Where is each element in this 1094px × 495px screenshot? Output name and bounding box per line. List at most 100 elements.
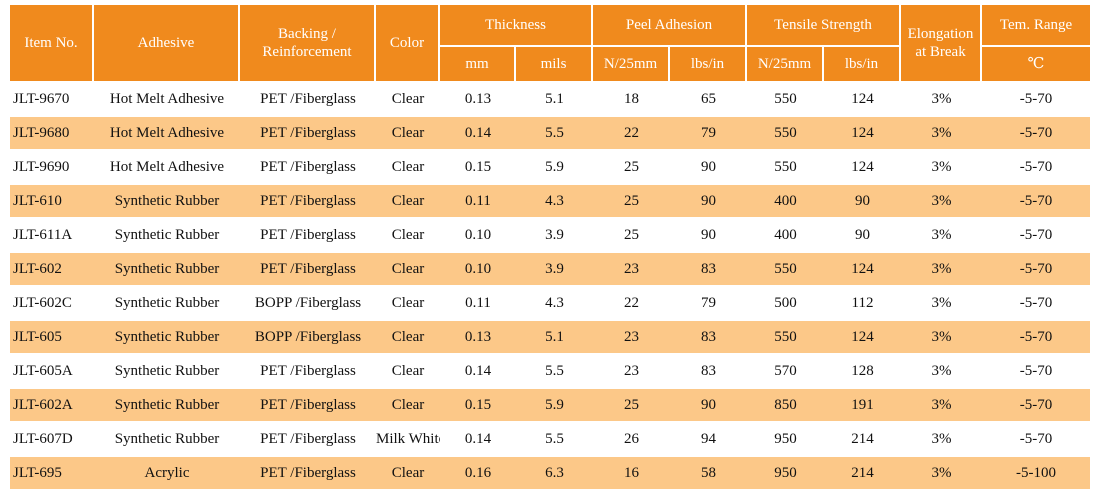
cell-color: Clear [376, 151, 440, 185]
cell-tensile-n25mm: 500 [747, 287, 825, 321]
cell-color: Clear [376, 457, 440, 491]
cell-thickness-mils: 5.9 [516, 389, 594, 423]
cell-color: Clear [376, 355, 440, 389]
cell-peel-lbsin: 90 [670, 389, 748, 423]
cell-backing: PET /Fiberglass [240, 185, 376, 219]
cell-peel-n25mm: 25 [593, 185, 671, 219]
cell-adhesive: Synthetic Rubber [94, 253, 240, 287]
cell-thickness-mils: 4.3 [516, 185, 594, 219]
cell-elongation: 3% [901, 253, 983, 287]
cell-elongation: 3% [901, 423, 983, 457]
cell-adhesive: Synthetic Rubber [94, 185, 240, 219]
cell-thickness-mm: 0.13 [440, 83, 516, 117]
cell-thickness-mils: 3.9 [516, 219, 594, 253]
table-row: JLT-602 Synthetic Rubber PET /Fiberglass Cl… [10, 253, 1091, 287]
header-elongation-line1: Elongation [907, 26, 974, 42]
cell-elongation: 3% [901, 117, 983, 151]
cell-backing: PET /Fiberglass [240, 151, 376, 185]
header-thickness-mm: mm [440, 47, 516, 83]
cell-color: Clear [376, 219, 440, 253]
cell-peel-lbsin: 83 [670, 355, 748, 389]
cell-thickness-mils: 3.9 [516, 253, 594, 287]
cell-item-no: JLT-611A [10, 219, 94, 253]
cell-thickness-mm: 0.14 [440, 423, 516, 457]
table-row: JLT-9680 Hot Melt Adhesive PET /Fiberglass… [10, 117, 1091, 151]
table-row: JLT-602A Synthetic Rubber PET /Fiberglass C… [10, 389, 1091, 423]
cell-peel-n25mm: 26 [593, 423, 671, 457]
cell-backing: PET /Fiberglass [240, 253, 376, 287]
table-row: JLT-605A Synthetic Rubber PET /Fiberglass C… [10, 355, 1091, 389]
cell-peel-lbsin: 90 [670, 185, 748, 219]
cell-thickness-mils: 5.1 [516, 321, 594, 355]
cell-peel-lbsin: 58 [670, 457, 748, 491]
cell-tensile-n25mm: 550 [747, 321, 825, 355]
cell-peel-n25mm: 23 [593, 321, 671, 355]
cell-thickness-mm: 0.14 [440, 355, 516, 389]
table-row: JLT-607D Synthetic Rubber PET /Fiberglass M… [10, 423, 1091, 457]
cell-item-no: JLT-695 [10, 457, 94, 491]
cell-tensile-n25mm: 400 [747, 219, 825, 253]
cell-thickness-mils: 6.3 [516, 457, 594, 491]
header-backing: Backing / Reinforcement [240, 5, 376, 83]
header-item-no: Item No. [10, 5, 94, 83]
cell-tensile-lbsin: 90 [824, 185, 902, 219]
cell-color: Clear [376, 253, 440, 287]
cell-peel-n25mm: 18 [593, 83, 671, 117]
header-tensile-lbsin: lbs/in [824, 47, 902, 83]
header-elongation: Elongation at Break [901, 5, 983, 83]
cell-thickness-mm: 0.10 [440, 219, 516, 253]
cell-adhesive: Hot Melt Adhesive [94, 117, 240, 151]
cell-elongation: 3% [901, 287, 983, 321]
cell-tem-range: -5-70 [982, 219, 1091, 253]
cell-tensile-lbsin: 124 [824, 321, 902, 355]
table-row: JLT-611A Synthetic Rubber PET /Fiberglass C… [10, 219, 1091, 253]
cell-item-no: JLT-602 [10, 253, 94, 287]
cell-adhesive: Synthetic Rubber [94, 321, 240, 355]
header-color: Color [376, 5, 440, 83]
cell-peel-n25mm: 23 [593, 355, 671, 389]
cell-backing: PET /Fiberglass [240, 83, 376, 117]
cell-tensile-lbsin: 214 [824, 457, 902, 491]
cell-peel-n25mm: 25 [593, 219, 671, 253]
cell-peel-n25mm: 22 [593, 287, 671, 321]
cell-elongation: 3% [901, 321, 983, 355]
cell-thickness-mils: 5.5 [516, 117, 594, 151]
cell-tem-range: -5-100 [982, 457, 1091, 491]
cell-adhesive: Acrylic [94, 457, 240, 491]
cell-peel-lbsin: 94 [670, 423, 748, 457]
cell-tem-range: -5-70 [982, 423, 1091, 457]
header-peel-n25mm: N/25mm [593, 47, 671, 83]
cell-item-no: JLT-602C [10, 287, 94, 321]
cell-peel-lbsin: 65 [670, 83, 748, 117]
cell-tensile-n25mm: 850 [747, 389, 825, 423]
cell-tem-range: -5-70 [982, 83, 1091, 117]
header-tem-unit: ℃ [982, 47, 1091, 83]
cell-tensile-n25mm: 550 [747, 117, 825, 151]
cell-peel-n25mm: 16 [593, 457, 671, 491]
cell-item-no: JLT-9670 [10, 83, 94, 117]
cell-elongation: 3% [901, 151, 983, 185]
cell-adhesive: Synthetic Rubber [94, 287, 240, 321]
cell-item-no: JLT-605 [10, 321, 94, 355]
cell-item-no: JLT-605A [10, 355, 94, 389]
cell-elongation: 3% [901, 219, 983, 253]
cell-adhesive: Synthetic Rubber [94, 389, 240, 423]
cell-color: Clear [376, 389, 440, 423]
cell-thickness-mm: 0.10 [440, 253, 516, 287]
spec-table: Item No. Adhesive Backing / Reinforcemen… [10, 5, 1091, 491]
cell-thickness-mils: 4.3 [516, 287, 594, 321]
cell-tensile-n25mm: 950 [747, 457, 825, 491]
cell-tem-range: -5-70 [982, 185, 1091, 219]
cell-tensile-lbsin: 124 [824, 151, 902, 185]
cell-thickness-mm: 0.11 [440, 185, 516, 219]
cell-tem-range: -5-70 [982, 287, 1091, 321]
cell-thickness-mm: 0.13 [440, 321, 516, 355]
cell-tem-range: -5-70 [982, 389, 1091, 423]
cell-peel-n25mm: 22 [593, 117, 671, 151]
cell-peel-n25mm: 23 [593, 253, 671, 287]
cell-color: Milk White [376, 423, 440, 457]
table-row: JLT-605 Synthetic Rubber BOPP /Fiberglass C… [10, 321, 1091, 355]
table-row: JLT-602C Synthetic Rubber BOPP /Fiberglass… [10, 287, 1091, 321]
cell-elongation: 3% [901, 457, 983, 491]
header-peel-adhesion: Peel Adhesion [593, 5, 748, 47]
